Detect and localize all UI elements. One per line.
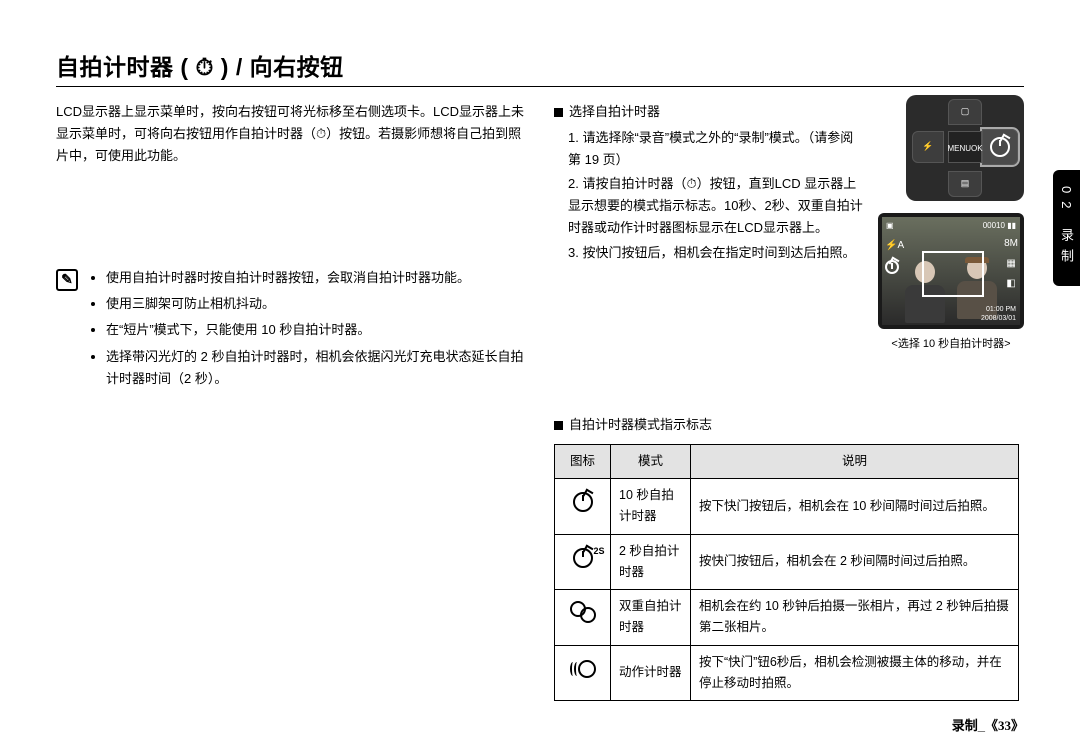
lcd-meter-icon: ◧: [1006, 275, 1015, 292]
cell-mode: 双重自拍计时器: [611, 590, 691, 646]
section1-title: 选择自拍计时器: [569, 104, 660, 119]
section2-head: 自拍计时器模式指示标志: [554, 414, 1024, 436]
cell-icon: [555, 645, 611, 701]
footer-label: 录制_: [952, 718, 985, 733]
lcd-caption: <选择 10 秒自拍计时器>: [878, 335, 1024, 354]
cell-desc: 按下“快门”钮6秒后，相机会检测被摄主体的移动，并在停止移动时拍照。: [691, 645, 1019, 701]
title-rule: [56, 86, 1024, 87]
section1-head: 选择自拍计时器: [554, 101, 864, 123]
lcd-counter: 00010: [983, 221, 1005, 230]
cell-icon: [555, 479, 611, 535]
lcd-preview: ▣ 00010 ▮▮ ⚡A 8M ▦ ◧: [878, 213, 1024, 329]
note-item: 使用三脚架可防止相机抖动。: [106, 293, 526, 315]
note-item: 使用自拍计时器时按自拍计时器按钮，会取消自拍计时器功能。: [106, 267, 526, 289]
step: 1. 请选择除“录音”模式之外的“录制”模式。（请参阅第 19 页）: [568, 127, 864, 171]
table-row: 10 秒自拍计时器 按下快门按钮后，相机会在 10 秒间隔时间过后拍照。: [555, 479, 1019, 535]
cell-icon: 2S: [555, 534, 611, 590]
th-icon: 图标: [555, 444, 611, 478]
table-row: 2S 2 秒自拍计时器 按快门按钮后，相机会在 2 秒间隔时间过后拍照。: [555, 534, 1019, 590]
cell-desc: 相机会在约 10 秒钟后拍摄一张相片，再过 2 秒钟后拍摄第二张相片。: [691, 590, 1019, 646]
lcd-battery-icon: ▮▮: [1007, 221, 1016, 230]
right-column: 选择自拍计时器 1. 请选择除“录音”模式之外的“录制”模式。（请参阅第 19 …: [554, 101, 1024, 701]
step: 2. 请按自拍计时器（⏱）按钮，直到LCD 显示器上显示想要的模式指示标志。10…: [568, 173, 864, 239]
note-box: ✎ 使用自拍计时器时按自拍计时器按钮，会取消自拍计时器功能。 使用三脚架可防止相…: [56, 267, 526, 393]
th-mode: 模式: [611, 444, 691, 478]
cell-mode: 2 秒自拍计时器: [611, 534, 691, 590]
lcd-focus-frame: [922, 251, 984, 297]
bullet-square-icon: [554, 421, 563, 430]
intro-text: LCD显示器上显示菜单时，按向右按钮可将光标移至右侧选项卡。LCD显示器上未显示…: [56, 101, 526, 167]
dpad-up: ▢: [948, 99, 982, 125]
mode-table: 图标 模式 说明 10 秒自拍计时器 按下快门按钮后，相机会在 10 秒间隔时间…: [554, 444, 1019, 701]
cell-desc: 按下快门按钮后，相机会在 10 秒间隔时间过后拍照。: [691, 479, 1019, 535]
lcd-timer-icon: [885, 260, 899, 274]
dpad-left: ⚡: [912, 131, 944, 163]
th-desc: 说明: [691, 444, 1019, 478]
timer10-icon: [573, 492, 593, 512]
bullet-square-icon: [554, 108, 563, 117]
dpad-center: MENU OK: [948, 131, 982, 163]
lcd-flash-icon: ⚡A: [885, 237, 904, 254]
dpad-right: [982, 129, 1018, 165]
dpad-illustration: ▢ ▤ ⚡ MENU OK: [906, 95, 1024, 201]
note-item: 在“短片”模式下，只能使用 10 秒自拍计时器。: [106, 319, 526, 341]
lcd-quality-icon: ▦: [1006, 255, 1015, 272]
page-title: 自拍计时器 ( ⏱ ) / 向右按钮: [56, 48, 1024, 82]
note-icon: ✎: [56, 269, 78, 291]
footer-page: 《33》: [985, 718, 1024, 733]
page-footer: 录制_《33》: [952, 715, 1024, 734]
table-row: 双重自拍计时器 相机会在约 10 秒钟后拍摄一张相片，再过 2 秒钟后拍摄第二张…: [555, 590, 1019, 646]
lcd-time: 01:00 PM: [981, 306, 1016, 314]
dpad-down: ▤: [948, 171, 982, 197]
table-row: 动作计时器 按下“快门”钮6秒后，相机会检测被摄主体的移动，并在停止移动时拍照。: [555, 645, 1019, 701]
steps-list: 1. 请选择除“录音”模式之外的“录制”模式。（请参阅第 19 页） 2. 请按…: [554, 127, 864, 264]
cell-mode: 动作计时器: [611, 645, 691, 701]
dpad-center-l2: OK: [971, 144, 983, 154]
step: 3. 按快门按钮后，相机会在指定时间到达后拍照。: [568, 242, 864, 264]
double-timer-icon: [570, 601, 596, 623]
dpad-center-l1: MENU: [947, 144, 971, 154]
cell-icon: [555, 590, 611, 646]
lcd-mode-icon: ▣: [886, 219, 894, 233]
cell-mode: 10 秒自拍计时器: [611, 479, 691, 535]
left-column: LCD显示器上显示菜单时，按向右按钮可将光标移至右侧选项卡。LCD显示器上未显示…: [56, 101, 526, 701]
lcd-date: 2008/03/01: [981, 315, 1016, 323]
cell-desc: 按快门按钮后，相机会在 2 秒间隔时间过后拍照。: [691, 534, 1019, 590]
motion-timer-icon: [570, 659, 596, 679]
lcd-res-icon: 8M: [1004, 235, 1018, 252]
section2-title: 自拍计时器模式指示标志: [569, 417, 712, 432]
note-list: 使用自拍计时器时按自拍计时器按钮，会取消自拍计时器功能。 使用三脚架可防止相机抖…: [88, 267, 526, 393]
side-tab: 02 录制: [1053, 170, 1080, 286]
timer2s-icon: 2S: [573, 548, 593, 568]
lcd-datetime: 01:00 PM 2008/03/01: [981, 306, 1016, 323]
timer-icon: [990, 137, 1010, 157]
note-item: 选择带闪光灯的 2 秒自拍计时器时，相机会依据闪光灯充电状态延长自拍计时器时间（…: [106, 346, 526, 390]
